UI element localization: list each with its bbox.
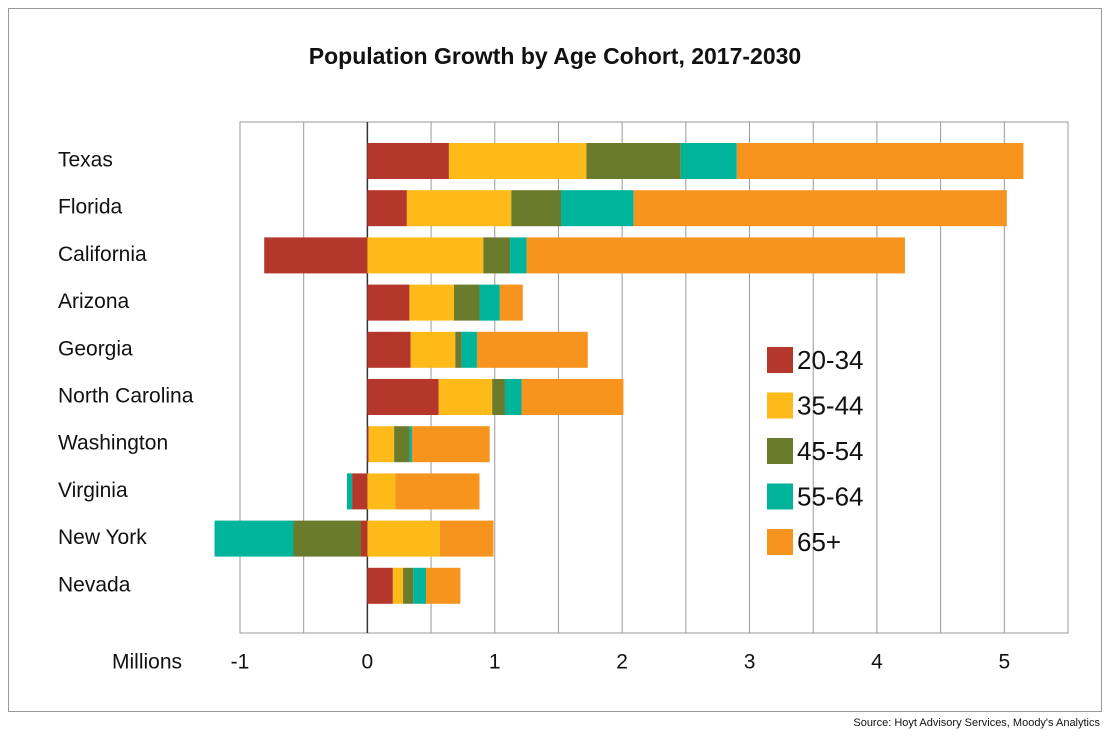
category-label: Texas — [58, 149, 113, 172]
bar-segment — [368, 426, 395, 463]
category-label: Virginia — [58, 479, 128, 502]
category-label: North Carolina — [58, 385, 194, 408]
bar-segment — [367, 143, 449, 179]
legend-label: 55-64 — [797, 481, 864, 511]
category-label: New York — [58, 526, 147, 549]
x-tick-label: 5 — [998, 651, 1010, 674]
bar-segment — [511, 190, 562, 227]
bar-segment — [392, 567, 404, 604]
bar-segment — [413, 567, 426, 604]
x-tick-label: -1 — [231, 651, 250, 674]
bar-segment — [352, 473, 368, 510]
legend-swatch — [767, 392, 793, 419]
bar-segment — [461, 331, 477, 368]
category-label: Florida — [58, 196, 123, 219]
bar-segment — [264, 237, 368, 274]
bar-segment — [347, 473, 353, 510]
bar-segment — [680, 143, 737, 179]
bar-segment — [403, 567, 414, 604]
legend-label: 45-54 — [797, 436, 864, 466]
bar-segment — [455, 331, 462, 368]
bar-segment — [479, 284, 500, 321]
bar-segment — [367, 473, 396, 510]
bar-segment — [438, 379, 493, 415]
bar-segment — [410, 331, 456, 368]
bar-segment — [394, 426, 410, 463]
bar-segment — [293, 520, 362, 557]
category-label: Washington — [58, 432, 168, 455]
bar-segment — [439, 520, 494, 557]
legend: 20-34 35-44 45-54 55-64 65+ — [767, 345, 864, 557]
bar-segment — [561, 190, 634, 227]
bar-segment — [367, 331, 411, 368]
bar-segment — [633, 190, 1007, 227]
x-tick-label: 1 — [489, 651, 501, 674]
bar-segment — [367, 567, 393, 604]
bar-segment — [367, 520, 440, 557]
bar-segment — [409, 426, 412, 463]
bar-segment — [395, 473, 480, 510]
bar-segment — [406, 190, 512, 227]
legend-swatch — [767, 529, 793, 555]
category-label: California — [58, 243, 147, 266]
legend-swatch — [767, 347, 793, 373]
x-tick-label: 3 — [744, 651, 756, 674]
bar-segment — [411, 426, 490, 463]
bar-segment — [367, 379, 439, 415]
legend-swatch — [767, 483, 793, 510]
bar-segment — [504, 379, 522, 415]
bar-segment — [454, 284, 480, 321]
bar-segment — [214, 520, 294, 557]
bar-segment — [367, 190, 407, 227]
bar-segment — [492, 379, 505, 415]
category-label: Nevada — [58, 573, 131, 596]
bar-segment — [361, 520, 368, 557]
bar-segment — [483, 237, 511, 274]
bar-segment — [521, 379, 624, 415]
bar-segment — [367, 284, 410, 321]
bar-segment — [367, 237, 484, 274]
legend-label: 35-44 — [797, 390, 864, 420]
bar-segment — [476, 331, 588, 368]
bar-segment — [499, 284, 523, 321]
bar-segment — [526, 237, 905, 274]
bar-segment — [367, 426, 369, 463]
legend-swatch — [767, 438, 793, 464]
chart-title: Population Growth by Age Cohort, 2017-20… — [309, 43, 801, 69]
bar-segment — [736, 143, 1024, 179]
bar-segment — [586, 143, 681, 179]
bar-segment — [425, 567, 461, 604]
x-axis-label: Millions — [112, 651, 182, 674]
category-label: Arizona — [58, 290, 130, 313]
frame — [8, 8, 1102, 712]
legend-label: 65+ — [797, 527, 841, 557]
bar-segment — [448, 143, 587, 179]
x-tick-label: 2 — [616, 651, 628, 674]
bar-segment — [409, 284, 455, 321]
source: Source: Hoyt Advisory Services, Moody's … — [853, 717, 1100, 729]
legend-label: 20-34 — [797, 345, 864, 375]
bars — [214, 143, 1024, 604]
x-tick-label: 0 — [362, 651, 374, 674]
category-label: Georgia — [58, 337, 133, 360]
x-tick-label: 4 — [871, 651, 883, 674]
bar-segment — [510, 237, 527, 274]
